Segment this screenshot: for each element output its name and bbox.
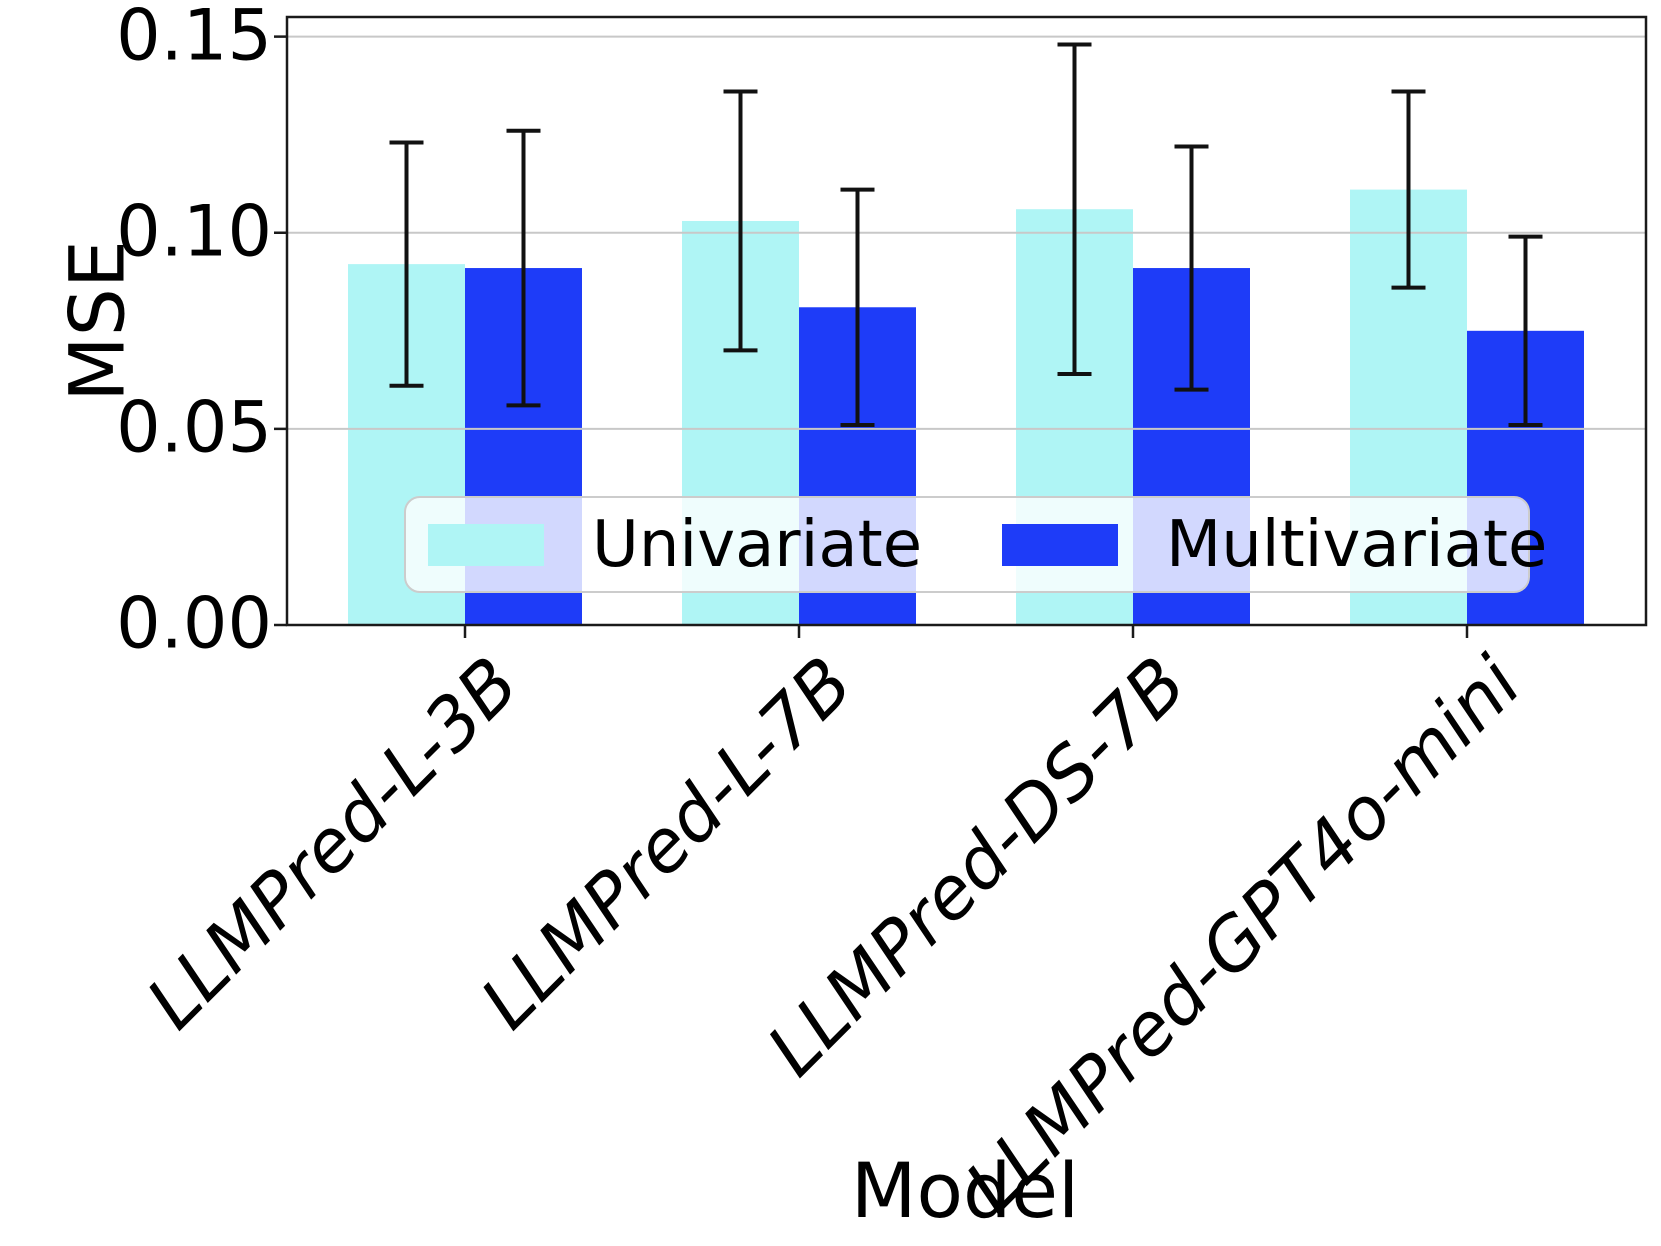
x-axis-label: Model <box>850 1146 1080 1235</box>
legend-label-univariate: Univariate <box>592 507 923 582</box>
y-tick-label-0.15: 0.15 <box>116 0 272 76</box>
legend-item-univariate: Univariate <box>428 498 922 591</box>
legend-item-multivariate: Multivariate <box>1002 498 1547 591</box>
legend-label-multivariate: Multivariate <box>1166 507 1548 582</box>
y-tick-label-0.00: 0.00 <box>116 582 272 665</box>
legend-swatch-univariate <box>428 523 544 566</box>
y-tick-label-0.10: 0.10 <box>116 190 272 273</box>
legend-swatch-multivariate <box>1002 523 1118 566</box>
axes-spines <box>285 15 1648 627</box>
y-tick-label-0.05: 0.05 <box>116 386 272 469</box>
legend: Univariate Multivariate <box>404 496 1547 593</box>
